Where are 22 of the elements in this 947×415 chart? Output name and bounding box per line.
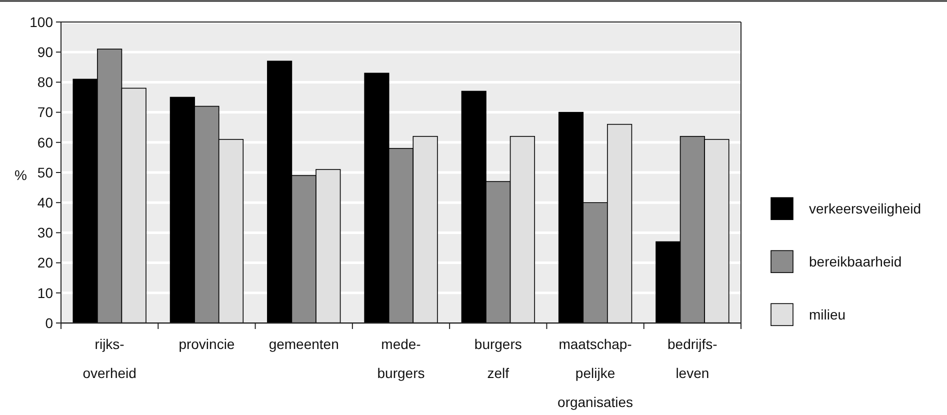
y-tick-label: 20 [37, 254, 54, 271]
x-tick-label: rijks- overheid [82, 336, 136, 381]
x-tick-label: provincie [178, 336, 235, 352]
x-tick-label: mede- burgers [377, 336, 425, 381]
x-tick-label: burgers zelf [474, 336, 522, 381]
y-axis-title: % [14, 167, 27, 184]
legend-label: milieu [809, 306, 846, 323]
y-tick-label: 10 [37, 284, 54, 301]
x-tick-label: bedrijfs- leven [668, 336, 718, 381]
y-tick-label: 50 [37, 164, 54, 180]
x-tick-label: maatschap- pelijke organisaties [558, 336, 634, 410]
y-tick-label: 60 [37, 134, 54, 150]
y-tick-label: 0 [45, 314, 54, 331]
legend-label: verkeersveiligheid [809, 200, 922, 217]
y-tick-label: 90 [37, 44, 54, 60]
y-tick-label: 80 [37, 74, 54, 90]
x-tick-label: gemeenten [268, 336, 339, 352]
legend-label: bereikbaarheid [809, 254, 902, 270]
y-tick-label: 30 [37, 224, 54, 241]
y-tick-label: 100 [30, 14, 54, 30]
y-tick-label: 70 [37, 104, 54, 120]
y-tick-label: 40 [37, 194, 54, 210]
